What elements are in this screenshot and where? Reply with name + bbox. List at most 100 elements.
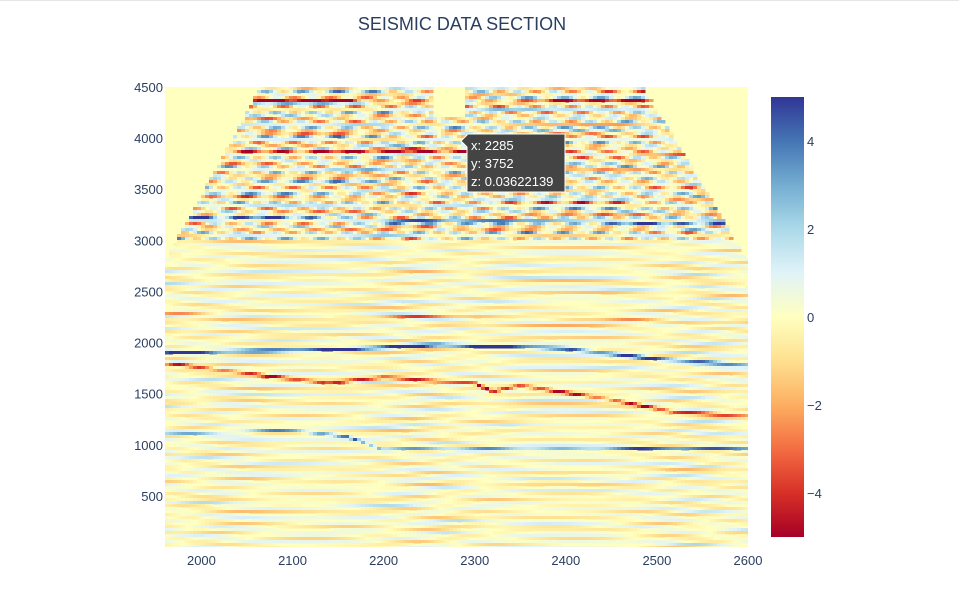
heatmap-cell xyxy=(313,132,318,136)
heatmap-cell xyxy=(429,219,434,223)
heatmap-cell xyxy=(341,96,346,100)
heatmap-cell xyxy=(245,159,250,163)
heatmap-cell xyxy=(285,93,290,97)
heatmap-cell xyxy=(325,201,330,205)
heatmap-cell xyxy=(469,126,474,130)
heatmap-cell xyxy=(673,150,678,154)
heatmap-cell xyxy=(409,162,414,166)
heatmap-cell xyxy=(301,195,306,199)
heatmap-cell xyxy=(445,129,450,133)
heatmap-cell xyxy=(369,180,374,184)
heatmap-cell xyxy=(649,171,654,175)
heatmap-cell xyxy=(365,93,370,97)
heatmap-cell xyxy=(365,162,370,166)
heatmap-cell xyxy=(217,201,222,205)
heatmap-cell xyxy=(293,159,298,163)
heatmap-cell xyxy=(365,132,370,136)
heatmap-cell xyxy=(273,162,278,166)
heatmap-cell xyxy=(257,216,262,220)
heatmap-cell xyxy=(193,222,198,226)
heatmap-cell xyxy=(489,216,494,220)
heatmap-cell xyxy=(313,219,318,223)
heatmap-cell xyxy=(609,126,614,130)
heatmap-cell xyxy=(629,216,634,220)
heatmap-cell xyxy=(609,117,614,121)
heatmap-cell xyxy=(309,168,314,172)
heatmap-cell xyxy=(613,90,618,94)
heatmap-cell xyxy=(593,195,598,199)
heatmap-cell xyxy=(521,102,526,106)
heatmap-cell xyxy=(253,141,258,145)
heatmap-cell xyxy=(353,102,358,106)
heatmap-cell xyxy=(469,99,474,103)
heatmap-cell xyxy=(625,219,630,223)
heatmap-cell xyxy=(573,219,578,223)
heatmap-cell xyxy=(605,207,610,211)
heatmap-cell xyxy=(477,204,482,208)
heatmap-cell xyxy=(489,102,494,106)
heatmap-plot-area[interactable] xyxy=(165,87,750,550)
heatmap-cell xyxy=(289,105,294,109)
heatmap-cell xyxy=(333,138,338,142)
heatmap-cell xyxy=(605,159,610,163)
heatmap-cell xyxy=(405,222,410,226)
heatmap-cell xyxy=(313,93,318,97)
heatmap-cell xyxy=(473,198,478,202)
heatmap-cell xyxy=(381,123,386,127)
heatmap-cell xyxy=(653,222,658,226)
heatmap-cell xyxy=(333,207,338,211)
heatmap-cell xyxy=(629,162,634,166)
heatmap-cell xyxy=(601,114,606,118)
heatmap-cell xyxy=(661,168,666,172)
heatmap-cell xyxy=(389,129,394,133)
heatmap-cell xyxy=(317,210,322,214)
heatmap-cell xyxy=(301,108,306,112)
heatmap-cell xyxy=(613,93,618,97)
heatmap-cell xyxy=(437,183,442,187)
heatmap-cell xyxy=(417,222,422,226)
heatmap-cell xyxy=(709,213,714,217)
heatmap-cell xyxy=(665,144,670,148)
heatmap-cell xyxy=(413,129,418,133)
heatmap-cell xyxy=(249,126,254,130)
heatmap-cell xyxy=(561,90,566,94)
heatmap-cell xyxy=(357,126,362,130)
heatmap-cell xyxy=(381,87,386,91)
heatmap-cell xyxy=(689,180,694,184)
heatmap-cell xyxy=(381,90,386,94)
heatmap-cell xyxy=(253,114,258,118)
heatmap-cell xyxy=(689,192,694,196)
heatmap-cell xyxy=(641,99,646,103)
heatmap-cell xyxy=(285,99,290,103)
heatmap-cell xyxy=(389,114,394,118)
heatmap-cell xyxy=(425,222,430,226)
heatmap-cell xyxy=(613,222,618,226)
heatmap-cell xyxy=(429,168,434,172)
heatmap-cell xyxy=(657,168,662,172)
heatmap-cell xyxy=(641,216,646,220)
heatmap-cell xyxy=(361,198,366,202)
heatmap-cell xyxy=(601,126,606,130)
heatmap-cell xyxy=(429,156,434,160)
heatmap-cell xyxy=(421,213,426,217)
heatmap-cell xyxy=(577,129,582,133)
heatmap-cell xyxy=(213,189,218,193)
heatmap-cell xyxy=(281,147,286,151)
heatmap-cell xyxy=(297,99,302,103)
heatmap-cell xyxy=(429,135,434,139)
heatmap-cell xyxy=(385,216,390,220)
heatmap-cell xyxy=(409,90,414,94)
heatmap-cell xyxy=(681,177,686,181)
heatmap-cell xyxy=(549,105,554,109)
heatmap-cell xyxy=(189,216,194,220)
heatmap-cell xyxy=(241,222,246,226)
heatmap-cell xyxy=(517,216,522,220)
heatmap-cell xyxy=(377,132,382,136)
heatmap-cell xyxy=(565,111,570,115)
heatmap-cell xyxy=(609,162,614,166)
heatmap-cell xyxy=(633,129,638,133)
heatmap-cell xyxy=(301,213,306,217)
heatmap-cell xyxy=(713,207,718,211)
heatmap-cell xyxy=(525,108,530,112)
